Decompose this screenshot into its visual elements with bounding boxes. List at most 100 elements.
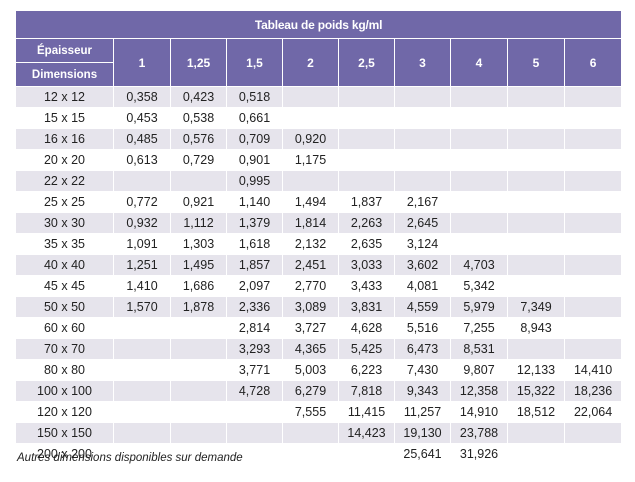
- weight-cell: 3,831: [338, 296, 395, 318]
- row-dimension: 15 x 15: [15, 107, 114, 129]
- table-title: Tableau de poids kg/ml: [14, 10, 623, 39]
- weight-cell: 0,772: [113, 191, 171, 213]
- row-dimension: 80 x 80: [15, 359, 114, 381]
- weight-cell: 14,423: [338, 422, 395, 444]
- table-row: 25 x 25 0,772 0,921 1,140 1,494 1,837 2,167: [15, 191, 623, 213]
- weight-cell: 1,878: [170, 296, 227, 318]
- weight-cell: [226, 422, 283, 444]
- row-dimension: 40 x 40: [15, 254, 114, 276]
- weight-cell: [170, 443, 227, 465]
- weight-cell: 0,729: [170, 149, 227, 171]
- weight-cell: 5,342: [450, 275, 508, 297]
- weight-cell: 2,451: [282, 254, 339, 276]
- thickness-header: 1,25: [170, 38, 227, 87]
- weight-cell: 1,495: [170, 254, 227, 276]
- thickness-header: 2,5: [338, 38, 395, 87]
- weight-cell: 0,423: [170, 86, 227, 108]
- row-dimension: 200 x 200: [15, 443, 114, 465]
- weight-cell: [563, 338, 623, 360]
- weight-cell: 1,251: [113, 254, 171, 276]
- thickness-header: 6: [563, 38, 623, 87]
- weight-cell: 5,516: [394, 317, 451, 339]
- row-dimension: 70 x 70: [15, 338, 114, 360]
- weight-cell: [394, 86, 451, 108]
- weight-cell: 9,807: [450, 359, 508, 381]
- weight-cell: [170, 317, 227, 339]
- weight-cell: [394, 149, 451, 171]
- weight-cell: [338, 443, 395, 465]
- weight-cell: [226, 443, 283, 465]
- weight-cell: 3,727: [282, 317, 339, 339]
- weight-cell: [450, 191, 508, 213]
- weight-cell: [507, 233, 565, 255]
- weight-cell: [507, 422, 565, 444]
- weight-cell: [338, 128, 395, 150]
- weight-cell: [450, 170, 508, 192]
- weight-cell: 14,410: [563, 359, 623, 381]
- table-row: 60 x 60 2,814 3,727 4,628 5,516 7,255 8,943: [15, 317, 623, 339]
- row-dimension: 45 x 45: [15, 275, 114, 297]
- weight-cell: [563, 170, 623, 192]
- weight-cell: [394, 170, 451, 192]
- weight-cell: [170, 338, 227, 360]
- row-dimension: 50 x 50: [15, 296, 114, 318]
- weight-cell: 14,910: [450, 401, 508, 423]
- weight-cell: [563, 107, 623, 129]
- weight-cell: 2,167: [394, 191, 451, 213]
- weight-cell: [507, 443, 565, 465]
- weight-cell: 1,379: [226, 212, 283, 234]
- weight-cell: 15,322: [507, 380, 565, 402]
- weight-cell: 1,140: [226, 191, 283, 213]
- table-row: 45 x 45 1,410 1,686 2,097 2,770 3,433 4,081 5,3…: [15, 275, 623, 297]
- weight-cell: 9,343: [394, 380, 451, 402]
- weight-cell: [450, 128, 508, 150]
- weight-cell: 1,494: [282, 191, 339, 213]
- row-dimension: 16 x 16: [15, 128, 114, 150]
- weight-cell: 2,132: [282, 233, 339, 255]
- weight-cell: 5,979: [450, 296, 508, 318]
- dimensions-label: Dimensions: [15, 62, 114, 87]
- weight-cell: 23,788: [450, 422, 508, 444]
- weight-cell: 4,628: [338, 317, 395, 339]
- weight-cell: [507, 86, 565, 108]
- weight-cell: 0,576: [170, 128, 227, 150]
- weight-cell: [113, 359, 171, 381]
- weight-cell: 1,112: [170, 212, 227, 234]
- weight-cell: [338, 170, 395, 192]
- weight-cell: 1,857: [226, 254, 283, 276]
- row-dimension: 20 x 20: [15, 149, 114, 171]
- table-row: 70 x 70 3,293 4,365 5,425 6,473 8,531: [15, 338, 623, 360]
- weight-cell: [563, 212, 623, 234]
- weight-cell: [450, 212, 508, 234]
- weight-cell: [507, 191, 565, 213]
- weight-cell: 11,257: [394, 401, 451, 423]
- table-row: 35 x 35 1,091 1,303 1,618 2,132 2,635 3,124: [15, 233, 623, 255]
- weight-cell: 1,618: [226, 233, 283, 255]
- weight-cell: [113, 443, 171, 465]
- weight-cell: [170, 170, 227, 192]
- weight-cell: 6,473: [394, 338, 451, 360]
- weight-cell: 1,837: [338, 191, 395, 213]
- weight-cell: 0,661: [226, 107, 283, 129]
- weight-cell: 1,814: [282, 212, 339, 234]
- weight-cell: [563, 296, 623, 318]
- weight-cell: [563, 149, 623, 171]
- weight-cell: 5,425: [338, 338, 395, 360]
- weight-cell: 1,410: [113, 275, 171, 297]
- weight-cell: [507, 254, 565, 276]
- weight-cell: 0,920: [282, 128, 339, 150]
- weight-cell: 2,814: [226, 317, 283, 339]
- weight-cell: 11,415: [338, 401, 395, 423]
- thickness-header: 5: [507, 38, 565, 87]
- thickness-header: 3: [394, 38, 451, 87]
- weight-cell: 31,926: [450, 443, 508, 465]
- weight-cell: [563, 422, 623, 444]
- weight-cell: 0,613: [113, 149, 171, 171]
- weight-cell: 3,433: [338, 275, 395, 297]
- row-dimension: 120 x 120: [15, 401, 114, 423]
- weight-cell: 12,358: [450, 380, 508, 402]
- weight-cell: 0,485: [113, 128, 171, 150]
- weight-table-container: Tableau de poids kg/ml Épaisseur 1 1,25 …: [14, 10, 623, 465]
- weight-cell: 12,133: [507, 359, 565, 381]
- weight-cell: 4,728: [226, 380, 283, 402]
